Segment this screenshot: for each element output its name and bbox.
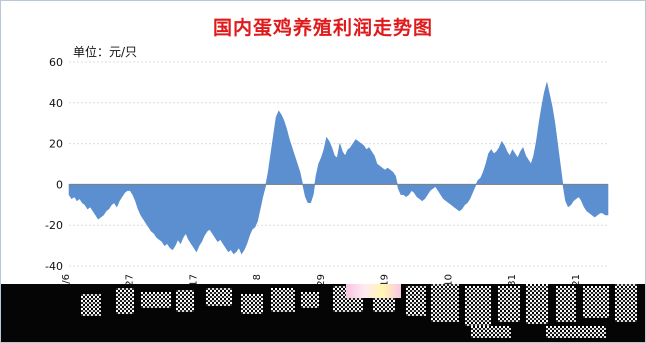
y-tick-label: 40 [49,97,63,110]
x-axis-ticks: /6 27 17 8 29 19 10 31 21 [61,274,582,287]
x-tick-label: 29 [316,274,327,287]
y-tick-label: 0 [56,178,63,191]
x-tick-label: /6 [61,274,72,284]
y-tick-label: 20 [49,138,63,151]
x-tick-label: 27 [125,274,136,287]
y-axis-ticks: 60 40 20 0 -20 -40 [45,56,63,273]
profit-area [68,82,609,255]
x-tick-label: 21 [571,274,582,287]
x-tick-label: 10 [443,274,454,287]
x-tick-label: 8 [252,274,263,280]
x-tick-label: 19 [380,274,391,287]
unit-label: 单位：元/只 [73,45,138,59]
y-tick-label: -40 [45,260,63,273]
scrambled-region [1,284,645,342]
chart-title: 国内蛋鸡养殖利润走势图 [212,17,433,39]
y-tick-label: -20 [45,219,63,232]
x-tick-label: 17 [188,274,199,287]
y-tick-label: 60 [49,56,63,69]
x-tick-label: 31 [507,274,518,287]
